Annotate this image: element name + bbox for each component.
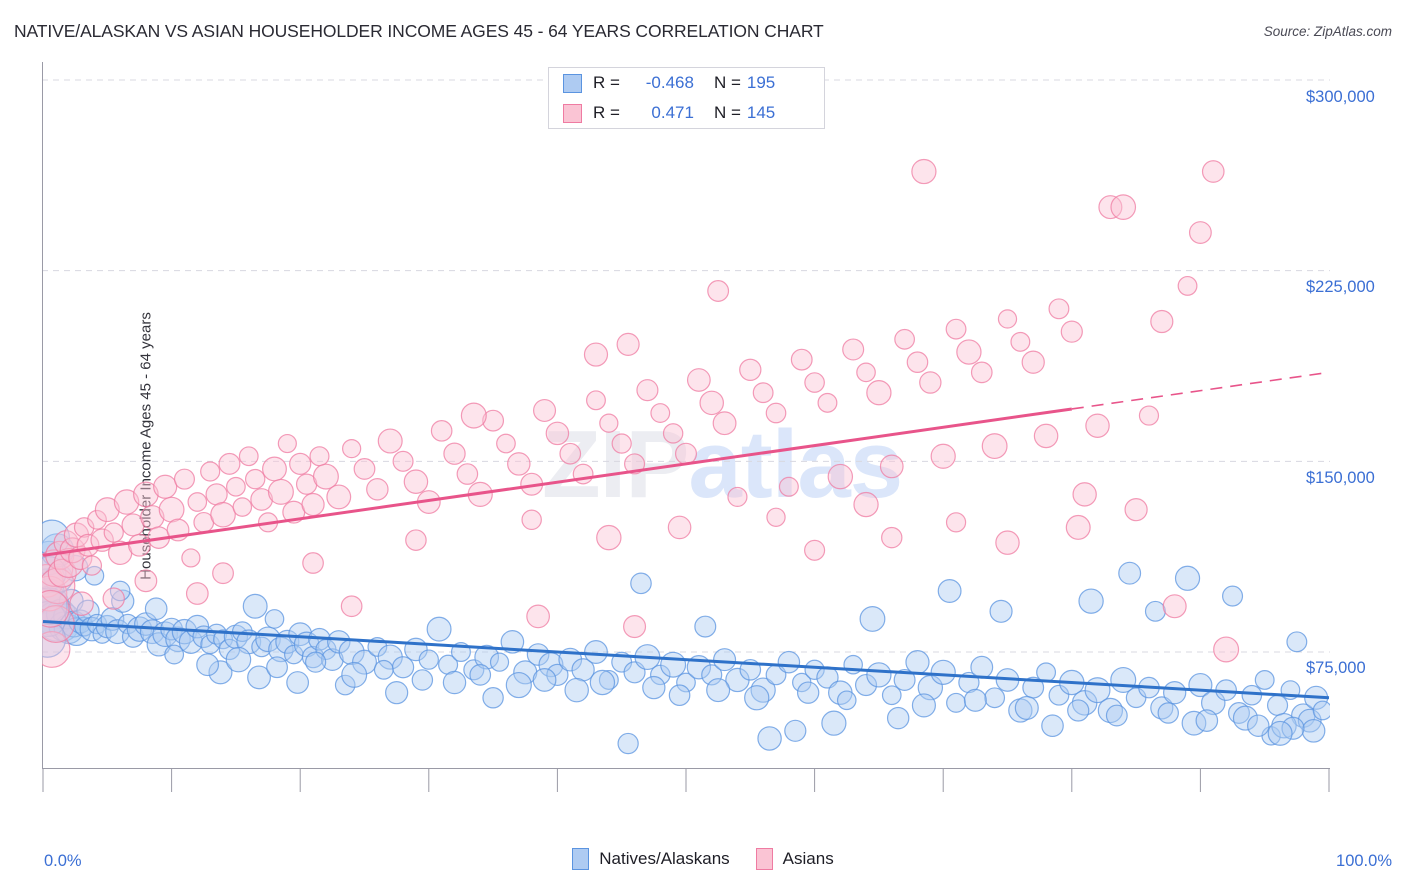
- legend-n-value-natives: 195: [746, 73, 776, 92]
- page-title: NATIVE/ALASKAN VS ASIAN HOUSEHOLDER INCO…: [14, 21, 824, 41]
- x-axis-ticks: [42, 768, 1330, 792]
- legend-swatch-natives-icon: [563, 73, 582, 93]
- series-legend: Natives/Alaskans Asians: [0, 848, 1406, 870]
- series-legend-label-natives: Natives/Alaskans: [599, 849, 730, 868]
- legend-r-label-natives: R =: [593, 73, 620, 92]
- series-swatch-asians-icon: [755, 848, 773, 870]
- legend-r-label-asians: R =: [593, 103, 620, 122]
- y-tick-label-150000: $150,000: [1306, 469, 1375, 487]
- series-legend-item-natives[interactable]: Natives/Alaskans: [572, 848, 730, 870]
- y-tick-label-300000: $300,000: [1306, 88, 1375, 106]
- correlation-stats-legend: R = -0.468 N = 195 R = 0.471 N = 145: [548, 67, 825, 129]
- scatter-svg: [42, 62, 1330, 792]
- series-swatch-natives-icon: [572, 848, 590, 870]
- legend-r-value-natives: -0.468: [645, 73, 694, 92]
- legend-n-value-asians: 145: [746, 103, 776, 122]
- trendline-natives-alaskans: [42, 619, 1330, 700]
- series-legend-item-asians[interactable]: Asians: [755, 848, 834, 870]
- x-axis-min-label: 0.0%: [44, 852, 82, 870]
- legend-n-label-asians: N =: [713, 103, 741, 122]
- legend-row-asians: R = 0.471 N = 145: [549, 98, 824, 128]
- x-axis-max-label: 100.0%: [1336, 852, 1392, 870]
- legend-r-value-asians: 0.471: [651, 103, 694, 122]
- legend-swatch-asians-icon: [563, 103, 582, 123]
- series-points-asians: [42, 158, 1240, 668]
- legend-row-natives: R = -0.468 N = 195: [549, 68, 824, 98]
- y-tick-label-75000: $75,000: [1306, 659, 1366, 677]
- series-legend-label-asians: Asians: [782, 849, 834, 868]
- y-tick-label-225000: $225,000: [1306, 278, 1375, 296]
- source-attribution: Source: ZipAtlas.com: [1263, 24, 1392, 39]
- legend-n-label-natives: N =: [713, 73, 741, 92]
- trendline-asians: [42, 371, 1330, 557]
- plot-area: [42, 62, 1330, 837]
- series-points-natives-alaskans: [42, 519, 1330, 755]
